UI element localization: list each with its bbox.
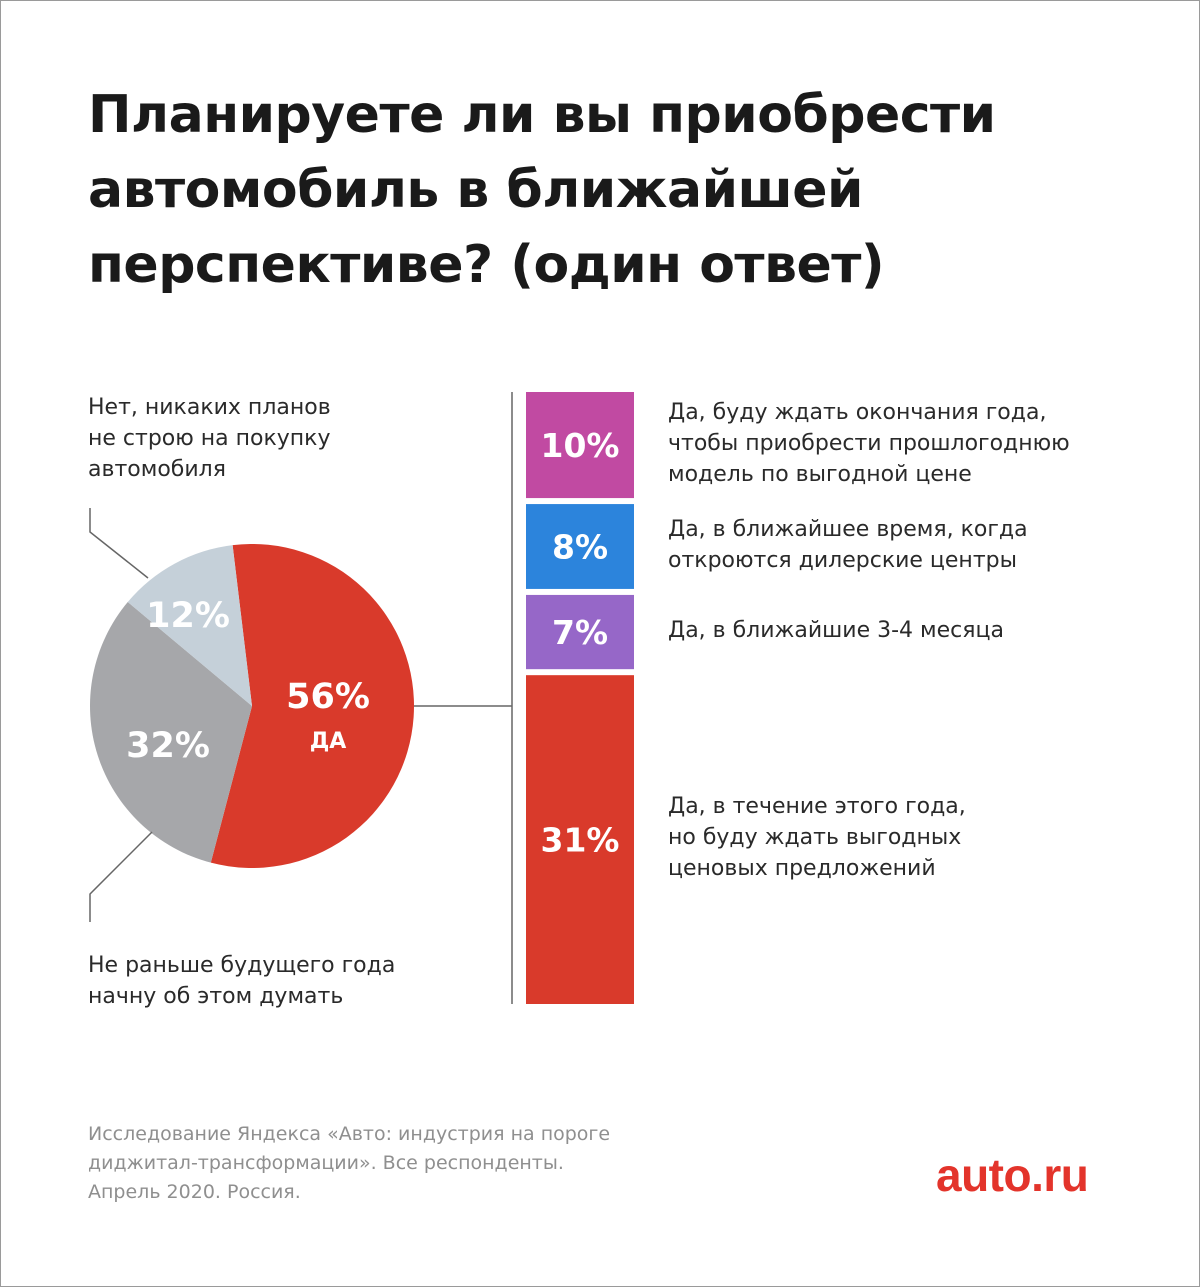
note-line: Не раньше будущего года — [88, 953, 396, 978]
brand-logo: auto.ru — [936, 1149, 1089, 1201]
connector-line — [89, 508, 149, 579]
stacked-bar: 10% 8% 7% 31% — [526, 392, 634, 1004]
description-line: откроются дилерские центры — [668, 548, 1017, 573]
description-line: чтобы приобрести прошлогоднюю — [668, 431, 1070, 456]
bar-value-label: 8% — [552, 528, 608, 567]
pie-value-label: 56% — [286, 677, 370, 717]
source-line: Исследование Яндекса «Авто: индустрия на… — [88, 1123, 611, 1145]
description-line: но буду ждать выгодных — [668, 825, 962, 850]
bar-segment — [526, 504, 634, 589]
no-plans-note: Нет, никаких планов не строю на покупку … — [88, 392, 331, 485]
note-line: Нет, никаких планов — [88, 395, 331, 420]
connector-line — [89, 831, 153, 922]
pie-slice-3 — [127, 545, 252, 706]
bar-segment — [526, 392, 634, 499]
title-line: Планируете ли вы приобрести — [88, 85, 996, 145]
bar-segment-description: Да, буду ждать окончания года, чтобы прио… — [668, 397, 1070, 490]
pie-chart: 56% ДА 32% 12% — [89, 544, 414, 868]
pie-slice-2 — [89, 602, 252, 863]
description-line: ценовых предложений — [668, 856, 936, 881]
note-line: начну об этом думать — [88, 984, 344, 1009]
connector-lines — [89, 392, 513, 1004]
bar-value-label: 31% — [541, 821, 620, 860]
note-line: не строю на покупку — [88, 426, 331, 451]
description-line: Да, в ближайшие 3-4 месяца — [668, 618, 1004, 643]
title-line: автомобиль в ближайшей — [88, 160, 863, 220]
description-line: Да, буду ждать окончания года, — [668, 400, 1047, 425]
bar-value-label: 10% — [541, 426, 620, 465]
note-line: автомобиля — [88, 457, 226, 482]
pie-sublabel: ДА — [310, 729, 347, 754]
bar-segment — [526, 675, 634, 1004]
pie-slice-1 — [210, 544, 414, 868]
source-note: Исследование Яндекса «Авто: индустрия на… — [88, 1120, 610, 1207]
bar-segment-description: Да, в течение этого года, но буду ждать в… — [668, 791, 966, 884]
source-line: диджитал-трансформации». Все респонденты… — [88, 1152, 564, 1174]
description-line: Да, в течение этого года, — [668, 794, 966, 819]
next-year-note: Не раньше будущего года начну об этом ду… — [88, 950, 395, 1012]
bar-value-label: 7% — [552, 613, 608, 652]
bar-segment — [526, 594, 634, 670]
description-line: Да, в ближайшее время, когда — [668, 517, 1028, 542]
title-line: перспективе? (один ответ) — [88, 235, 885, 295]
pie-value-label: 12% — [146, 596, 230, 636]
bar-segment-description: Да, в ближайшее время, когда откроются ди… — [668, 514, 1028, 576]
pie-value-label: 32% — [126, 726, 210, 766]
chart-title: Планируете ли вы приобрести автомобиль в… — [88, 78, 1128, 303]
bar-segment-description: Да, в ближайшие 3-4 месяца — [668, 615, 1004, 646]
source-line: Апрель 2020. Россия. — [88, 1181, 301, 1203]
description-line: модель по выгодной цене — [668, 462, 972, 487]
